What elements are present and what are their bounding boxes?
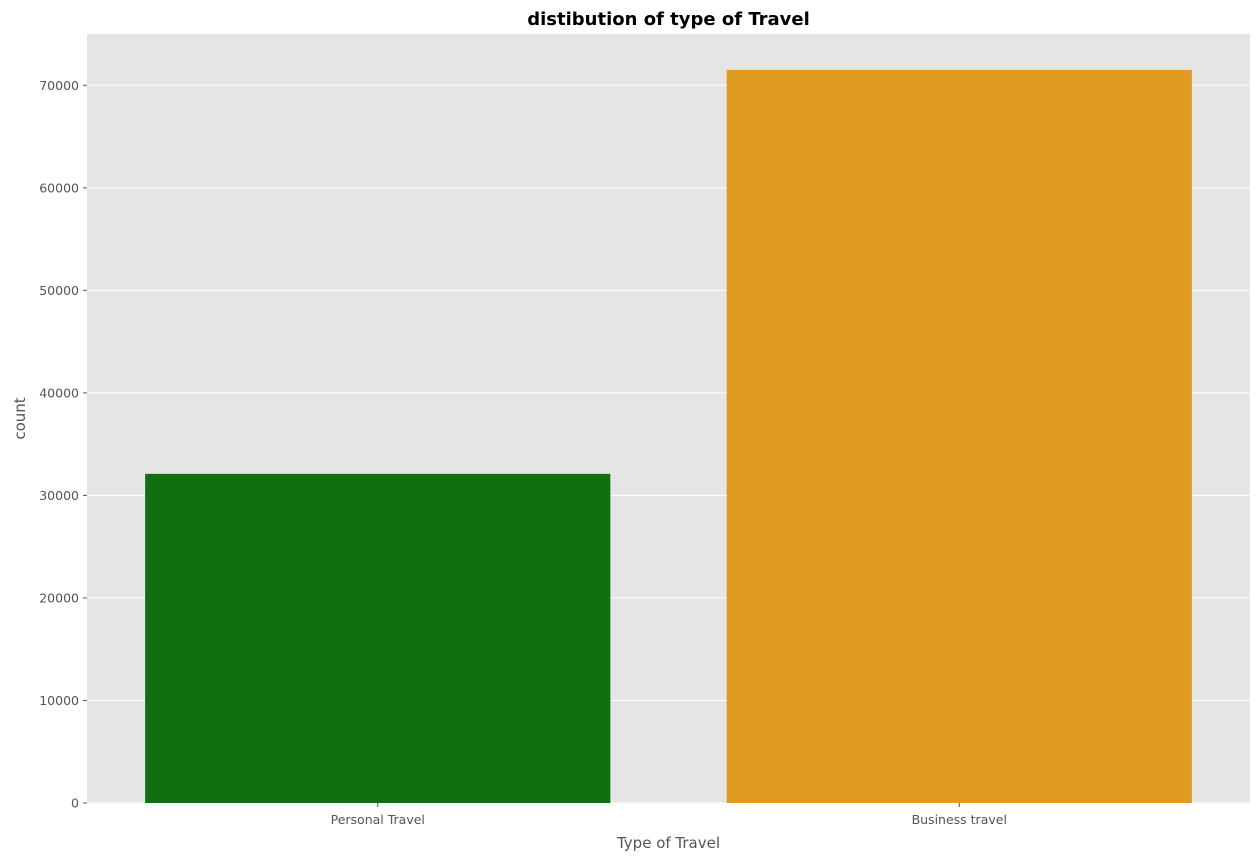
y-tick-label: 70000: [39, 78, 79, 93]
bar-personal-travel: [145, 473, 611, 803]
y-tick-label: 20000: [39, 590, 79, 605]
bar-business-travel: [726, 69, 1192, 804]
chart-title: distibution of type of Travel: [527, 9, 810, 30]
y-tick-label: 50000: [39, 283, 79, 298]
x-axis-ticks: Personal Travel Business travel: [331, 803, 1007, 827]
y-axis-label: count: [11, 397, 29, 439]
bars: [145, 69, 1192, 804]
y-tick-label: 10000: [39, 693, 79, 708]
y-tick-label: 30000: [39, 488, 79, 503]
x-tick-label: Business travel: [912, 812, 1007, 827]
x-axis-label: Type of Travel: [616, 834, 720, 852]
y-tick-label: 0: [71, 796, 79, 811]
y-tick-label: 60000: [39, 180, 79, 195]
y-tick-label: 40000: [39, 385, 79, 400]
x-tick-label: Personal Travel: [331, 812, 425, 827]
y-axis-ticks: 0 10000 20000 30000 40000 50000 60000 70000: [39, 78, 87, 811]
